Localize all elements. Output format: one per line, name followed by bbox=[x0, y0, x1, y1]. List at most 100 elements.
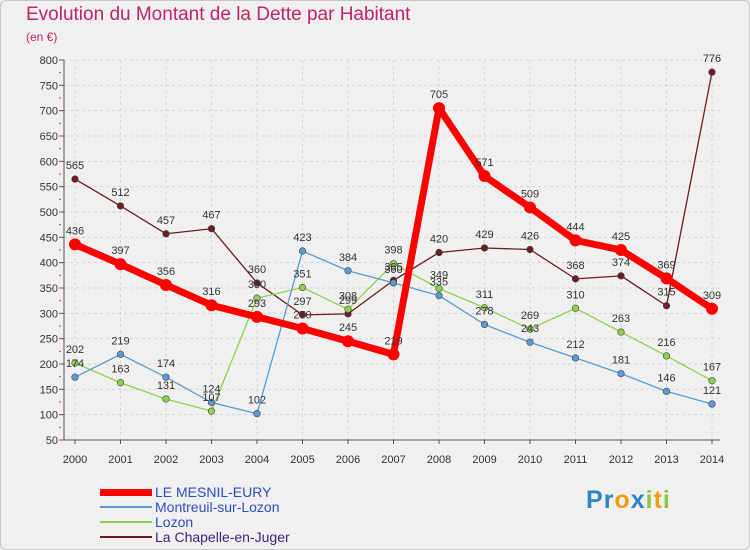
chart-title: Evolution du Montant de la Dette par Hab… bbox=[26, 4, 411, 25]
data-point bbox=[298, 247, 307, 255]
data-label: 299 bbox=[339, 295, 357, 307]
data-point bbox=[526, 338, 534, 346]
y-tick-label: 100 bbox=[40, 410, 58, 422]
x-tick-label: 2009 bbox=[472, 454, 496, 466]
data-label: 245 bbox=[339, 322, 357, 334]
data-point bbox=[615, 244, 627, 256]
data-label: 263 bbox=[612, 313, 630, 325]
data-point bbox=[71, 373, 79, 381]
data-label: 436 bbox=[66, 225, 84, 237]
x-tick-label: 2005 bbox=[290, 454, 314, 466]
legend-item: La Chapelle-en-Juger bbox=[100, 529, 400, 545]
data-point bbox=[662, 302, 671, 310]
legend-item: Lozon bbox=[100, 514, 400, 530]
x-tick-label: 2007 bbox=[381, 454, 405, 466]
data-label: 124 bbox=[202, 384, 220, 396]
y-tick-label: 200 bbox=[40, 359, 58, 371]
legend-label: Lozon bbox=[155, 514, 194, 530]
legend-label: Montreuil-sur-Lozon bbox=[155, 499, 280, 515]
data-label: 131 bbox=[157, 380, 175, 392]
data-point bbox=[708, 400, 716, 408]
x-tick-label: 2008 bbox=[427, 454, 451, 466]
data-label: 420 bbox=[430, 234, 448, 246]
logo-letter: r bbox=[603, 486, 615, 514]
y-tick-label: 300 bbox=[40, 308, 58, 320]
legend-swatch bbox=[100, 536, 152, 538]
data-label: 219 bbox=[111, 335, 129, 347]
data-point bbox=[253, 410, 261, 418]
data-label: 308 bbox=[339, 290, 357, 302]
data-label: 121 bbox=[703, 385, 721, 397]
data-label: 107 bbox=[202, 392, 220, 404]
data-point bbox=[524, 201, 536, 214]
data-label: 102 bbox=[248, 395, 266, 407]
y-tick-label: 700 bbox=[40, 106, 58, 118]
data-label: 397 bbox=[111, 245, 129, 257]
data-point bbox=[526, 325, 534, 333]
data-label: 146 bbox=[657, 372, 675, 384]
y-tick-label: 400 bbox=[40, 258, 58, 270]
data-point bbox=[571, 304, 580, 312]
x-tick-label: 2012 bbox=[609, 454, 633, 466]
data-point bbox=[569, 234, 582, 247]
data-label: 309 bbox=[703, 290, 721, 302]
legend-label: La Chapelle-en-Juger bbox=[155, 529, 290, 545]
y-tick-label: 500 bbox=[40, 207, 58, 219]
data-label: 243 bbox=[521, 323, 539, 335]
data-label: 335 bbox=[430, 277, 448, 289]
data-label: 181 bbox=[612, 355, 630, 367]
data-label: 423 bbox=[293, 232, 311, 244]
data-label: 429 bbox=[475, 229, 493, 241]
data-point bbox=[251, 310, 263, 323]
data-label: 457 bbox=[157, 215, 175, 227]
y-tick-label: 350 bbox=[40, 283, 58, 295]
data-point bbox=[480, 244, 489, 252]
data-point bbox=[71, 359, 79, 367]
legend-item: LE MESNIL-EURY bbox=[100, 484, 400, 500]
chart-subtitle: (en €) bbox=[26, 30, 58, 44]
data-label: 297 bbox=[293, 296, 311, 308]
y-tick-label: 650 bbox=[40, 131, 58, 143]
y-tick-label: 550 bbox=[40, 182, 58, 194]
data-point bbox=[116, 202, 125, 210]
data-label: 776 bbox=[703, 53, 721, 65]
data-point bbox=[344, 305, 352, 313]
data-point bbox=[571, 354, 580, 362]
data-label: 174 bbox=[66, 358, 84, 370]
data-point bbox=[662, 387, 671, 395]
x-tick-label: 2004 bbox=[245, 454, 269, 466]
data-label: 398 bbox=[384, 245, 402, 257]
y-tick-label: 250 bbox=[40, 334, 58, 346]
data-point bbox=[706, 302, 718, 315]
data-label: 565 bbox=[66, 160, 84, 172]
data-point bbox=[571, 275, 580, 283]
data-point bbox=[478, 170, 491, 183]
x-tick-label: 2014 bbox=[700, 454, 724, 466]
data-point bbox=[480, 304, 489, 312]
data-label: 330 bbox=[248, 279, 266, 291]
data-label: 316 bbox=[202, 286, 220, 298]
data-label: 384 bbox=[339, 252, 357, 264]
data-point bbox=[160, 278, 172, 291]
data-point bbox=[253, 279, 261, 287]
data-point bbox=[617, 370, 625, 378]
data-point bbox=[296, 322, 309, 335]
data-point bbox=[480, 320, 489, 329]
data-label-layer: 565 512 457 467 360 297 299 365 420 429 426 368 374 3… bbox=[66, 53, 721, 406]
y-tick-label: 50 bbox=[46, 435, 58, 447]
legend-label: LE MESNIL-EURY bbox=[155, 484, 272, 500]
data-point bbox=[205, 299, 218, 312]
data-point bbox=[71, 175, 79, 183]
data-label: 369 bbox=[657, 259, 675, 271]
data-point bbox=[389, 260, 398, 268]
proxiti-logo: Proxiti bbox=[586, 486, 671, 515]
data-label: 365 bbox=[384, 261, 402, 273]
legend-swatch bbox=[100, 521, 152, 523]
x-tick-label: 2006 bbox=[336, 454, 360, 466]
data-point bbox=[708, 68, 716, 76]
data-point bbox=[435, 284, 443, 293]
data-label: 425 bbox=[612, 231, 630, 243]
data-label: 509 bbox=[521, 188, 539, 200]
data-point bbox=[435, 292, 443, 300]
data-point bbox=[162, 373, 170, 381]
